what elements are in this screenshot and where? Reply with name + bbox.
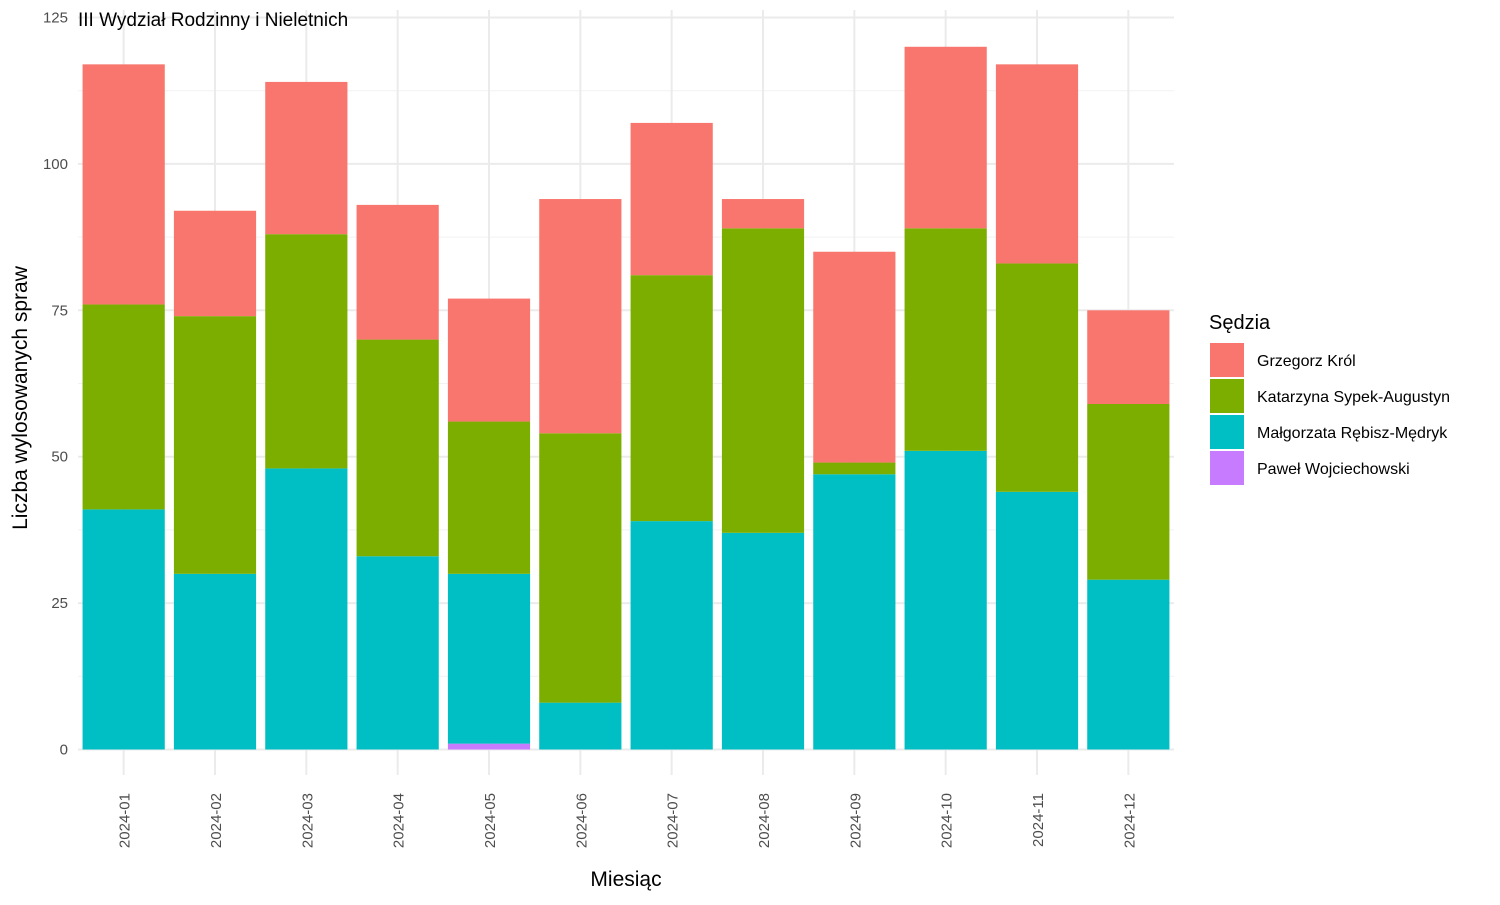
x-tick-label: 2024-10 [939,793,956,848]
y-tick-label: 25 [51,595,68,612]
x-tick-label: 2024-11 [1030,793,1047,847]
bar-segment [813,251,896,463]
bar-segment [904,450,987,750]
x-axis: 2024-01 2024-02 2024-03 2024-04 2024-05 2024-… [117,793,1139,848]
bar-segment [356,339,439,557]
legend: Sędzia Grzegorz Król Katarzyna Sypek-Augu… [1209,312,1450,485]
bar-segment [173,210,257,317]
x-tick-label: 2024-07 [665,793,682,848]
bar-segment [1087,403,1170,580]
y-tick-label: 50 [51,449,68,466]
bar-segment [265,81,348,235]
bar-segment [447,743,531,750]
bar-segment [539,433,622,703]
bar-segment [539,199,622,434]
legend-title: Sędzia [1209,312,1271,334]
y-axis-title: Liczba wylosowanych spraw [9,265,32,530]
legend-label: Paweł Wojciechowski [1257,461,1410,478]
y-tick-label: 125 [43,10,68,27]
bar-segment [447,298,531,422]
bar-segment [721,199,805,229]
y-tick-label: 0 [60,742,68,759]
bar-segment [630,275,713,522]
bar-segment [1087,310,1170,404]
legend-swatch [1210,451,1244,485]
bar-segment [356,204,439,340]
bar-segment [721,228,805,533]
y-tick-label: 100 [43,156,68,173]
bar-segment [265,468,348,750]
bar-segment [630,521,713,750]
bar-segment [813,462,896,475]
x-axis-title: Miesiąc [590,868,661,891]
x-tick-label: 2024-08 [756,793,773,848]
x-tick-label: 2024-05 [482,793,499,848]
bars [82,46,1170,750]
y-tick-label: 75 [51,302,68,319]
bar-segment [265,234,348,469]
y-axis: 0 25 50 75 100 125 [43,10,68,759]
bar-segment [904,228,987,451]
bar-segment [813,474,896,750]
legend-label: Małgorzata Rębisz-Mędryk [1257,425,1448,442]
legend-label: Katarzyna Sypek-Augustyn [1257,389,1450,406]
chart-title: III Wydział Rodzinny i Nieletnich [78,10,348,31]
x-tick-label: 2024-03 [299,793,316,848]
bar-segment [630,122,713,276]
legend-label: Grzegorz Król [1257,353,1356,370]
x-tick-label: 2024-01 [117,793,134,848]
bar-segment [995,263,1079,492]
x-tick-label: 2024-12 [1121,793,1138,848]
x-tick-label: 2024-09 [847,793,864,848]
legend-swatch [1210,415,1244,449]
bar-segment [82,64,165,305]
bar-segment [447,421,531,574]
bar-segment [904,46,987,229]
bar-segment [173,573,257,750]
bar-segment [173,316,257,574]
bar-segment [995,64,1079,264]
x-tick-label: 2024-04 [391,793,408,848]
bar-segment [1087,579,1170,750]
bar-segment [82,509,165,750]
legend-swatch [1210,379,1244,413]
bar-segment [995,491,1079,750]
x-tick-label: 2024-02 [208,793,225,848]
bar-segment [82,304,165,510]
legend-swatch [1210,343,1244,377]
bar-segment [721,532,805,750]
bar-segment [539,702,622,750]
x-tick-label: 2024-06 [573,793,590,848]
bar-segment [356,556,439,750]
bar-segment [447,573,531,744]
